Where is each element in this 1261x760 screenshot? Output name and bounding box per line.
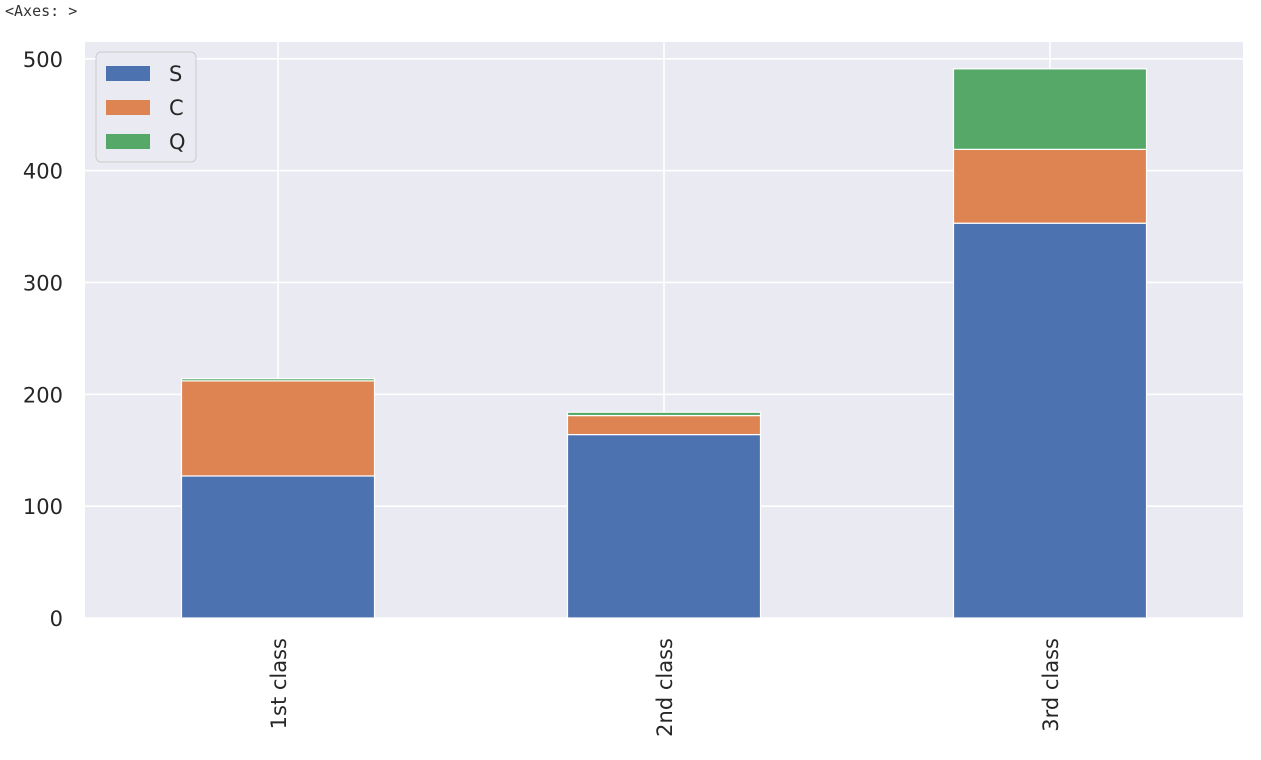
y-tick-label: 500 xyxy=(23,48,63,72)
bar-segment-c-3 xyxy=(952,148,1148,224)
x-tick-label: 1st class xyxy=(267,638,291,729)
legend-label-s: S xyxy=(169,62,182,86)
y-tick-label: 300 xyxy=(23,271,63,295)
y-tick-label: 100 xyxy=(23,495,63,519)
bar-segment-c-1 xyxy=(180,380,376,477)
y-axis-ticks: 0 100 200 300 400 500 xyxy=(23,48,63,631)
y-tick-label: 200 xyxy=(23,383,63,407)
bar-segment-s-1 xyxy=(180,475,376,619)
bar-segment-q-2 xyxy=(566,411,762,417)
bar-segment-s-3 xyxy=(952,222,1148,619)
x-axis-ticks: 1st class 2nd class 3rd class xyxy=(267,638,1063,737)
bar-segment-q-1 xyxy=(180,378,376,382)
bar-segment-c-2 xyxy=(566,414,762,436)
legend-swatch-q xyxy=(106,134,150,149)
output-repr-text: <Axes: > xyxy=(5,2,78,20)
y-tick-label: 400 xyxy=(23,160,63,184)
x-tick-label: 3rd class xyxy=(1039,638,1063,732)
bars xyxy=(180,68,1148,619)
x-tick-label: 2nd class xyxy=(653,638,677,737)
legend-label-c: C xyxy=(169,96,184,120)
bar-segment-q-3 xyxy=(952,68,1148,150)
y-tick-label: 0 xyxy=(50,607,63,631)
legend-swatch-s xyxy=(106,66,150,81)
legend-label-q: Q xyxy=(169,130,186,154)
legend-swatch-c xyxy=(106,100,150,115)
legend: SCQ xyxy=(95,51,197,163)
bar-segment-s-2 xyxy=(566,433,762,619)
